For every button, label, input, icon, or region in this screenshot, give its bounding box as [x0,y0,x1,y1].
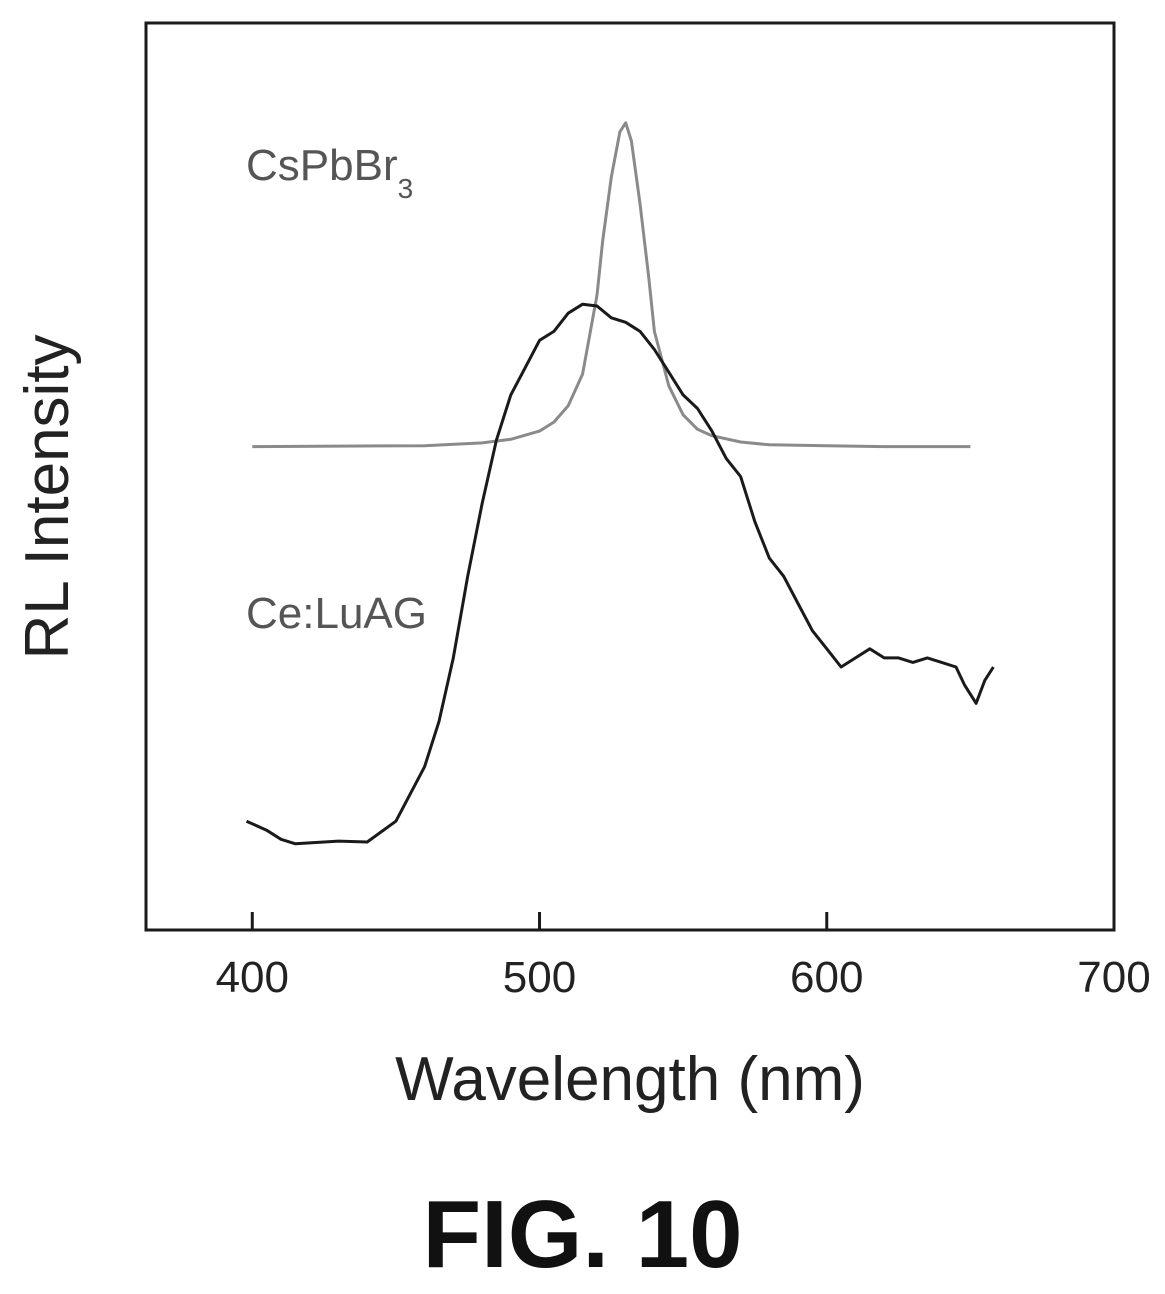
plot-area [144,21,1116,932]
series-line-celuag [245,302,995,846]
series-layer [245,121,995,846]
x-tick-label-400: 400 [216,953,289,1002]
x-axis-tick-labels: 400 500 600 700 [216,953,1151,1002]
x-tick-label-700: 700 [1077,953,1150,1002]
x-tick-label-500: 500 [503,953,576,1002]
x-tick-label-600: 600 [790,953,863,1002]
x-axis-ticks [250,912,1116,930]
series-label-celuag: Ce:LuAG [246,589,427,638]
series-label-cspbbr3: CsPbBr3 [246,141,413,204]
y-axis-title: RL Intensity [13,334,82,659]
figure-caption: FIG. 10 [422,1181,743,1288]
plot-frame [144,21,1116,932]
series-line-cspbbr3 [252,121,971,449]
x-axis-title: Wavelength (nm) [395,1045,865,1114]
